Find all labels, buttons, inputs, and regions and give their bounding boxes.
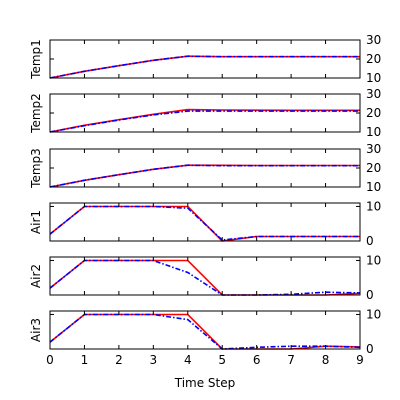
y-axis-label-air1: Air1 — [29, 210, 43, 234]
x-tick-label: 1 — [81, 353, 89, 367]
panel-air2: 0 10 Air2 — [29, 253, 381, 302]
y-tick-label: 20 — [366, 52, 381, 66]
x-axis-label: Time Step — [174, 376, 236, 390]
y-tick-label: 10 — [366, 199, 381, 213]
x-tick-label: 6 — [253, 353, 261, 367]
panel-frame — [49, 93, 361, 133]
y-tick-label: 30 — [366, 33, 381, 47]
y-tick-label: 20 — [366, 161, 381, 175]
y-tick-label: 30 — [366, 142, 381, 156]
panel-frame — [49, 310, 361, 350]
series-line-air1-dashdot — [49, 205, 360, 241]
panel-frame — [49, 202, 361, 242]
x-tick-label: 3 — [150, 353, 158, 367]
y-tick-label: 20 — [366, 106, 381, 120]
series-line-temp2-dashdot — [49, 110, 360, 133]
panel-air1: 0 10 Air1 — [29, 199, 381, 248]
y-tick-label: 0 — [366, 288, 374, 302]
series-line-air3-solid — [49, 313, 361, 350]
panel-frame — [49, 256, 361, 296]
x-tick-label: 4 — [184, 353, 192, 367]
x-tick-label: 2 — [115, 353, 123, 367]
series-line-temp1-dashdot — [49, 55, 360, 79]
series-line-temp3-solid — [49, 164, 360, 188]
y-axis-label-air3: Air3 — [29, 318, 43, 342]
series-line-air2-dashdot — [49, 259, 361, 296]
panel-frame — [49, 148, 361, 188]
panel-temp1: 10 20 30 Temp1 — [29, 33, 381, 85]
y-tick-label: 0 — [366, 234, 374, 248]
x-tick-label: 8 — [322, 353, 330, 367]
series-line-temp3-dashdot — [49, 164, 360, 188]
panel-frame — [49, 39, 361, 79]
series-line-temp1-solid — [49, 55, 360, 79]
y-axis-label-temp2: Temp2 — [29, 93, 43, 134]
y-tick-label: 10 — [366, 253, 381, 267]
x-tick-label: 9 — [356, 353, 364, 367]
y-axis-label-temp1: Temp1 — [29, 39, 43, 80]
y-tick-label: 10 — [366, 125, 381, 139]
y-axis-label-temp3: Temp3 — [29, 148, 43, 189]
y-axis-label-air2: Air2 — [29, 264, 43, 288]
x-tick-label: 0 — [46, 353, 54, 367]
y-tick-label: 10 — [366, 307, 381, 321]
series-line-air3-dashdot — [49, 313, 361, 350]
x-tick-label: 5 — [218, 353, 226, 367]
y-tick-label: 0 — [366, 342, 374, 356]
x-tick-label: 7 — [287, 353, 295, 367]
y-tick-label: 10 — [366, 180, 381, 194]
y-tick-label: 10 — [366, 71, 381, 85]
series-line-air2-solid — [49, 259, 361, 296]
series-line-temp2-solid — [49, 108, 360, 133]
y-tick-label: 30 — [366, 87, 381, 101]
panel-temp2: 10 20 30 Temp2 — [29, 87, 381, 139]
panel-temp3: 10 20 30 Temp3 — [29, 142, 381, 194]
panel-air3: 0 10 Air3 — [29, 307, 381, 356]
